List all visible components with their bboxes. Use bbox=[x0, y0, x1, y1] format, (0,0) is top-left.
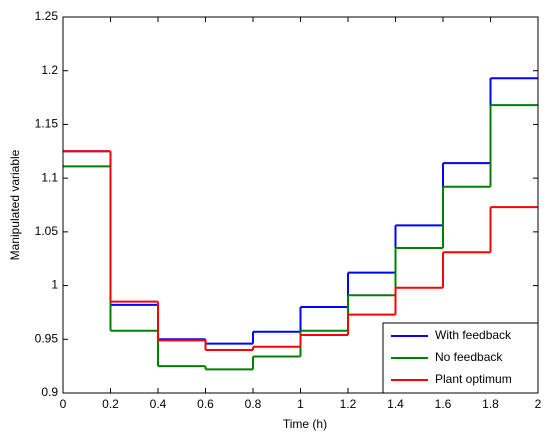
x-tick-label: 0.6 bbox=[197, 397, 214, 411]
x-tick-label: 1.2 bbox=[340, 397, 357, 411]
y-tick-label: 1.2 bbox=[41, 63, 58, 77]
y-tick-label: 1.15 bbox=[35, 117, 59, 131]
y-tick-label: 1.05 bbox=[35, 224, 59, 238]
y-axis-label: Manipulated variable bbox=[8, 149, 22, 260]
y-tick-label: 0.9 bbox=[41, 385, 58, 399]
legend-label: Plant optimum bbox=[435, 372, 512, 386]
x-axis-label: Time (h) bbox=[283, 417, 327, 431]
legend-label: With feedback bbox=[435, 328, 512, 342]
x-tick-label: 1.4 bbox=[387, 397, 404, 411]
y-tick-label: 1.25 bbox=[35, 9, 59, 23]
series bbox=[63, 150, 538, 352]
legend-label: No feedback bbox=[435, 350, 503, 364]
y-tick-label: 0.95 bbox=[35, 331, 59, 345]
x-tick-label: 0.4 bbox=[150, 397, 167, 411]
x-tick-label: 1.8 bbox=[482, 397, 499, 411]
x-tick-label: 0.2 bbox=[102, 397, 119, 411]
x-tick-label: 1.6 bbox=[435, 397, 452, 411]
y-tick-label: 1.1 bbox=[41, 170, 58, 184]
x-tick-label: 2 bbox=[535, 397, 542, 411]
x-tick-label: 1 bbox=[297, 397, 304, 411]
y-tick-label: 1 bbox=[51, 278, 58, 292]
plot-frame bbox=[62, 16, 539, 394]
x-tick-label: 0 bbox=[60, 397, 67, 411]
x-tick-label: 0.8 bbox=[245, 397, 262, 411]
series bbox=[63, 77, 538, 345]
